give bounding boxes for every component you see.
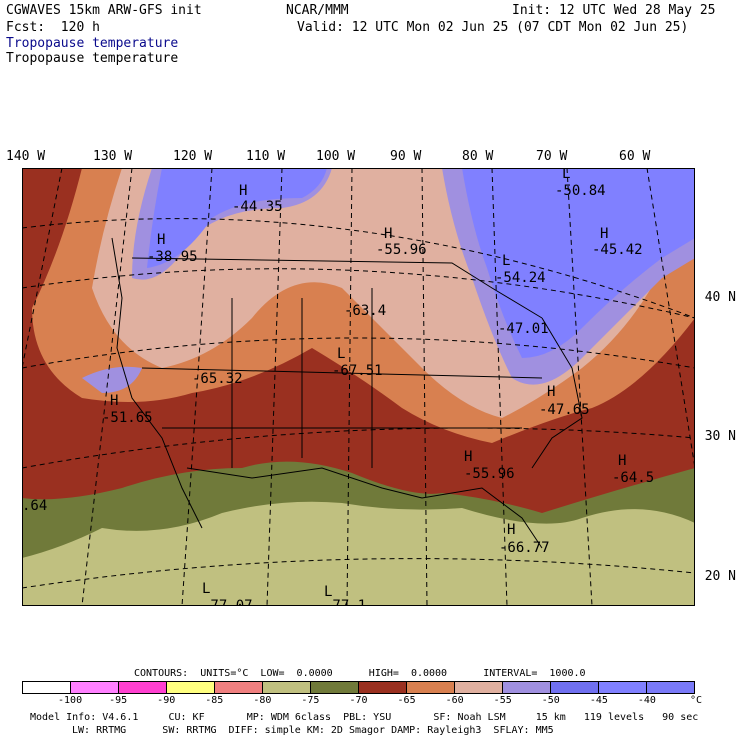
lon-label: 130 W [93,149,133,164]
map-label-value: -38.95 [147,249,198,265]
color-swatch [23,682,71,693]
color-swatch [359,682,407,693]
lon-label: 70 W [536,149,568,164]
lat-label: 20 N [704,569,736,584]
model-info-line1: Model Info: V4.6.1 CU: KF MP: WDM 6class… [30,712,699,723]
color-scale-labels: -100 -95 -90 -85 -80 -75 -70 -65 -60 -55 -50 -45 -40 [22,695,695,707]
lon-label: 140 W [6,149,46,164]
map-label-value: -45.42 [592,242,643,258]
map-label-value: -55.96 [464,466,515,482]
field-title: Tropopause temperature [6,36,179,51]
field-region [147,168,327,268]
map-label-letter: L [324,584,332,600]
map-label-letter: H [464,449,472,465]
color-scale-tick: -95 [109,695,128,706]
lon-label: 110 W [246,149,286,164]
map-label-letter: H [157,232,165,248]
lon-label: 100 W [316,149,356,164]
boundaries [111,237,583,549]
color-scale-unit: °C [690,695,703,706]
map-label-value: .64 [22,498,47,514]
map-label-value: -64.5 [612,470,654,486]
map-label-letter: H [507,522,515,538]
color-swatch [599,682,647,693]
graticule [22,168,695,606]
map-label-letter: H [384,226,392,242]
model-title: CGWAVES 15km ARW-GFS init [6,3,202,18]
color-scale-tick: -45 [589,695,608,706]
color-swatch [215,682,263,693]
map-label-value: -54.24 [495,270,546,286]
map-label-letter: L [562,168,570,182]
color-scale-bar [22,681,695,694]
lon-label: 120 W [173,149,213,164]
color-swatch [551,682,599,693]
color-scale-tick: -100 [58,695,83,706]
color-scale-tick: -60 [445,695,464,706]
color-scale-tick: -70 [349,695,368,706]
lon-label: 90 W [390,149,422,164]
field-region [82,366,142,393]
map-label-value: -50.84 [555,183,606,199]
map-label-letter: H [547,384,555,400]
map-label-letter: L [502,253,510,269]
map-label-value: -65.32 [192,371,243,387]
color-swatch [263,682,311,693]
map-label-letter: H [239,183,247,199]
map-label-letter: L [337,346,345,362]
lat-label: 30 N [704,429,736,444]
color-scale-tick: -50 [541,695,560,706]
map-label-value: -63.4 [344,303,386,319]
map-label-letter: H [618,453,626,469]
field-subtitle: Tropopause temperature [6,51,179,66]
map-label-letter: L [202,581,210,597]
map-label-value: -66.77 [499,540,550,556]
init-time: Init: 12 UTC Wed 28 May 25 [512,3,716,18]
color-scale-tick: -75 [301,695,320,706]
color-swatch [455,682,503,693]
color-scale-tick: -80 [253,695,272,706]
valid-time: Valid: 12 UTC Mon 02 Jun 25 (07 CDT Mon … [297,20,689,35]
color-scale-tick: -40 [637,695,656,706]
color-swatch [311,682,359,693]
color-scale-tick: -85 [205,695,224,706]
color-scale-tick: -90 [157,695,176,706]
map-label-value: -67.51 [332,363,383,379]
map-label-value: -55.96 [376,242,427,258]
color-swatch [407,682,455,693]
map-label-value: -51.65 [102,410,153,426]
tropopause-temperature-map: H -44.35 L -50.84 H -38.95 H -55.96 H -4… [22,168,695,606]
model-info-line2: LW: RRTMG SW: RRTMG DIFF: simple KM: 2D … [72,725,554,736]
lon-label: 80 W [462,149,494,164]
lat-label: 40 N [704,290,736,305]
map-label-value: -44.35 [232,199,283,215]
color-swatch [647,682,694,693]
map-frame [22,168,695,606]
contours-info: CONTOURS: UNITS=°C LOW= 0.0000 HIGH= 0.0… [134,668,586,679]
map-label-letter: H [600,226,608,242]
lon-label: 60 W [619,149,651,164]
map-label-value: -77.07 [202,598,253,606]
extrema-labels: H -44.35 L -50.84 H -38.95 H -55.96 H -4… [22,168,654,606]
map-label-value: -47.01 [498,321,549,337]
color-scale-tick: -65 [397,695,416,706]
map-label-value: -47.65 [539,402,590,418]
field-region [462,168,695,358]
color-swatch [167,682,215,693]
color-swatch [119,682,167,693]
color-scale-tick: -55 [493,695,512,706]
map-label-value: -77.1 [324,598,366,606]
color-swatch [71,682,119,693]
source-label: NCAR/MMM [286,3,349,18]
forecast-hour: Fcst: 120 h [6,20,100,35]
color-swatch [503,682,551,693]
map-label-letter: H [110,393,118,409]
